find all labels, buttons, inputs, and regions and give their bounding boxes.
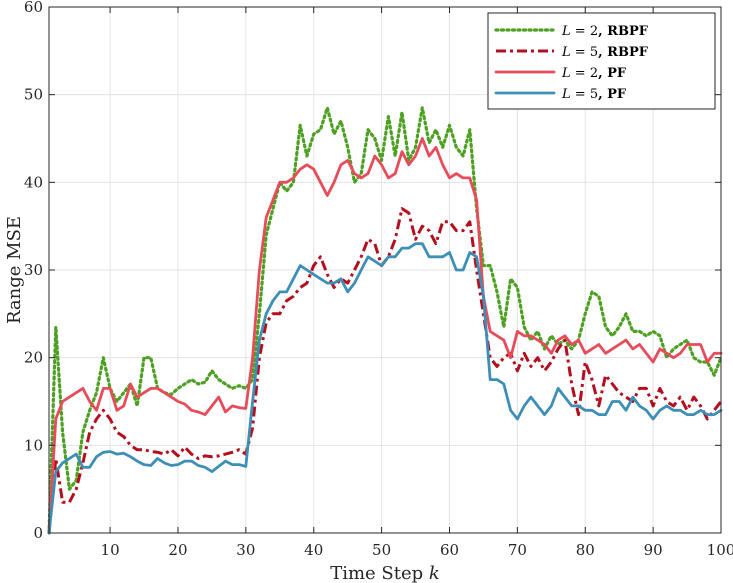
legend-value: 5	[590, 87, 598, 102]
legend-var: L	[561, 87, 571, 102]
x-tick-label: 10	[101, 541, 120, 559]
x-tick-label: 50	[372, 541, 391, 559]
legend-var: L	[561, 24, 571, 39]
x-tick-label: 40	[304, 541, 323, 559]
legend-var: L	[561, 66, 571, 81]
legend-method: RBPF	[607, 24, 649, 39]
x-tick-label: 100	[707, 541, 733, 559]
legend-eq: =	[571, 24, 590, 39]
legend-sep: ,	[598, 66, 607, 81]
y-tick-label: 30	[24, 261, 43, 279]
legend-label-2: L = 5, RBPF	[561, 45, 649, 60]
y-tick-label: 20	[24, 349, 43, 367]
legend-label-1: L = 2, RBPF	[561, 24, 649, 39]
series-line-3	[47, 137, 723, 535]
x-tick-label: 30	[236, 541, 255, 559]
legend-eq: =	[571, 87, 590, 102]
legend-value: 2	[590, 66, 598, 81]
legend-eq: =	[571, 45, 590, 60]
series-line-2	[47, 207, 723, 534]
y-tick-label: 10	[24, 436, 43, 454]
legend-label-4: L = 5, PF	[561, 87, 627, 102]
y-axis-title: Range MSE	[4, 216, 25, 324]
y-tick-label: 40	[24, 173, 43, 191]
legend-var: L	[561, 45, 571, 60]
legend-sep: ,	[598, 45, 607, 60]
series-line-4	[47, 242, 723, 535]
legend-eq: =	[571, 66, 590, 81]
y-tick-label: 60	[24, 0, 43, 16]
x-axis-title: Time Step k	[330, 563, 440, 583]
legend-value: 2	[590, 24, 598, 39]
y-axis-ticks: 0 10 20 30 40 50 60	[24, 0, 721, 542]
legend-value: 5	[590, 45, 598, 60]
x-axis-ticks: 10 20 30 40 50 60 70 80 90 100	[101, 7, 733, 559]
y-tick-label: 0	[33, 524, 43, 542]
legend-sep: ,	[598, 87, 607, 102]
legend-method: PF	[607, 66, 627, 81]
x-tick-label: 80	[576, 541, 595, 559]
legend-method: RBPF	[607, 45, 649, 60]
x-axis-title-variable: k	[429, 563, 440, 583]
legend-sep: ,	[598, 24, 607, 39]
x-tick-label: 20	[168, 541, 187, 559]
x-axis-title-text: Time Step	[330, 563, 429, 583]
series-group	[47, 106, 723, 535]
x-tick-label: 90	[644, 541, 663, 559]
legend-label-3: L = 2, PF	[561, 66, 627, 81]
x-tick-label: 60	[440, 541, 459, 559]
legend-method: PF	[607, 87, 627, 102]
x-tick-label: 70	[508, 541, 527, 559]
y-tick-label: 50	[24, 86, 43, 104]
